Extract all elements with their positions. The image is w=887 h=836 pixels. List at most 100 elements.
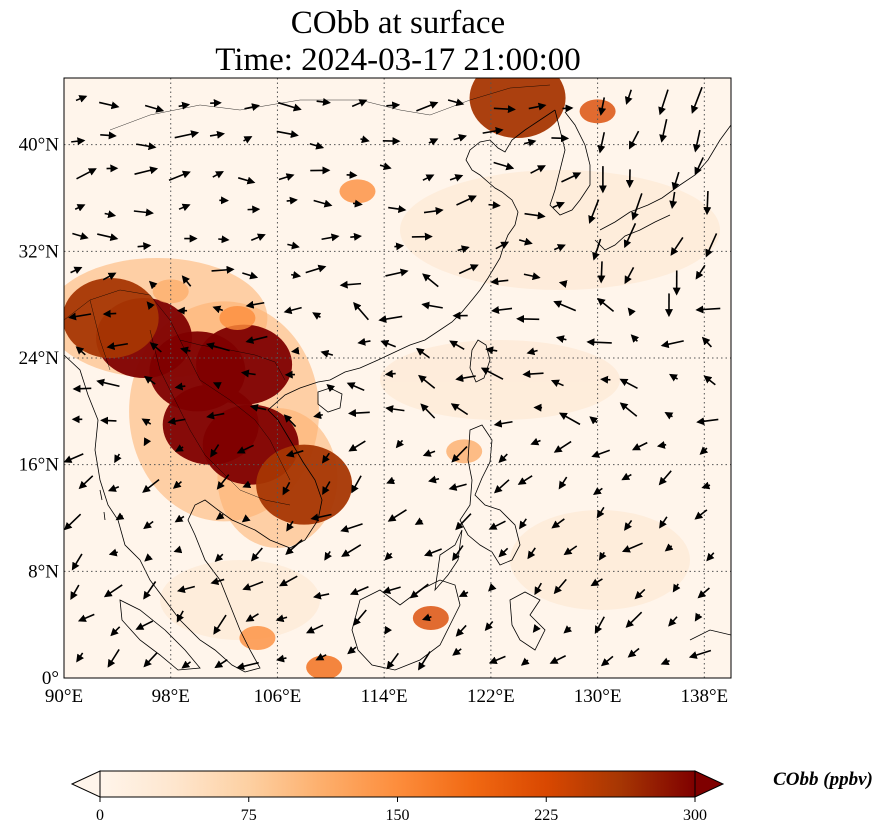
wind-arrow	[553, 578, 567, 595]
wind-arrow	[387, 509, 407, 522]
wind-arrow	[697, 587, 710, 599]
wind-arrow	[167, 417, 186, 426]
wind-arrow	[276, 654, 287, 663]
wind-arrow	[694, 509, 708, 520]
wind-arrow	[669, 373, 679, 382]
colorbar-extend-min	[70, 770, 101, 798]
wind-arrow	[452, 647, 462, 656]
wind-arrow	[664, 412, 674, 420]
map-axes: 90°E 98°E 106°E 114°E 122°E 130°E 138°E 0° 8°N 16…	[19, 135, 729, 707]
wind-arrow	[589, 416, 599, 425]
wind-arrow	[658, 89, 669, 116]
wind-arrow	[530, 165, 546, 174]
wind-arrow	[321, 233, 340, 242]
wind-arrow	[561, 172, 582, 183]
wind-arrow	[520, 657, 530, 666]
wind-arrow	[619, 402, 638, 417]
wind-arrow	[627, 307, 636, 317]
wind-arrow	[458, 264, 479, 275]
wind-arrow	[100, 416, 117, 425]
wind-arrow	[422, 273, 439, 288]
wind-arrow	[563, 545, 578, 556]
wind-arrow	[76, 652, 84, 663]
plume-cell	[446, 439, 483, 464]
wind-arrow	[276, 130, 299, 139]
wind-arrow	[482, 126, 504, 135]
wind-arrow	[143, 437, 152, 447]
wind-arrow	[532, 624, 541, 633]
wind-arrow	[658, 470, 672, 486]
wind-arrow	[421, 613, 432, 622]
wind-arrow	[143, 581, 157, 600]
wind-arrow	[315, 653, 327, 661]
wind-arrow	[625, 611, 643, 628]
wind-arrow	[530, 437, 541, 446]
wind-arrow	[386, 476, 396, 485]
wind-arrow	[627, 647, 640, 658]
wind-arrow	[277, 101, 302, 112]
wind-arrow	[450, 403, 469, 416]
wind-arrow	[176, 610, 185, 623]
plume-cell	[64, 278, 159, 358]
lon-tick-label: 90°E	[45, 686, 83, 707]
plume-cell	[152, 279, 189, 304]
wind-arrow	[600, 655, 614, 667]
wind-arrow	[524, 211, 546, 220]
colorbar-tick-label: 300	[683, 807, 707, 824]
wind-arrow	[103, 584, 123, 598]
map-area	[64, 78, 731, 678]
wind-arrow	[353, 301, 369, 321]
wind-arrow	[135, 620, 154, 630]
wind-arrow	[291, 346, 300, 355]
wind-arrow	[106, 342, 128, 350]
wind-arrow	[672, 583, 681, 593]
wind-arrow	[703, 190, 712, 216]
wind-arrow	[286, 520, 294, 532]
wind-arrow	[242, 480, 252, 488]
lat-tick-label: 16°N	[19, 455, 60, 476]
plume-cell	[239, 626, 276, 650]
graticule	[64, 78, 731, 678]
wind-arrow	[549, 655, 567, 664]
wind-arrow	[671, 171, 680, 191]
wind-arrow	[621, 542, 643, 553]
wind-arrow	[596, 506, 605, 519]
wind-arrow	[133, 208, 154, 217]
wind-arrow	[350, 232, 362, 241]
wind-arrow	[630, 334, 640, 343]
colorbar-label: CObb (ppbv)	[773, 769, 873, 790]
lon-tick-label: 98°E	[152, 686, 190, 707]
wind-arrow	[143, 375, 156, 385]
wind-arrow	[250, 547, 263, 562]
wind-arrow	[245, 300, 265, 309]
wind-arrow	[694, 612, 703, 622]
wind-arrow	[322, 481, 331, 495]
wind-arrow	[210, 577, 225, 586]
coastlines	[64, 109, 731, 673]
wind-arrow	[313, 199, 333, 208]
wind-arrow	[77, 613, 95, 622]
lon-tick-label: 130°E	[574, 686, 622, 707]
wind-arrow	[249, 403, 267, 412]
wind-arrow	[695, 305, 721, 314]
wind-arrow	[423, 207, 444, 215]
wind-arrow	[316, 97, 331, 106]
wind-arrow	[305, 264, 327, 274]
wind-arrow	[384, 552, 393, 561]
wind-arrow	[705, 233, 718, 258]
wind-arrow	[310, 513, 332, 522]
wind-arrow	[498, 547, 509, 558]
wind-arrow	[624, 267, 635, 285]
lat-tick-label: 0°	[42, 668, 59, 689]
wind-arrow	[278, 173, 295, 181]
wind-arrow	[696, 417, 719, 426]
lat-tick-label: 32°N	[19, 241, 60, 262]
wind-arrow	[243, 136, 253, 144]
wind-arrow	[283, 414, 297, 428]
wind-arrow	[495, 241, 510, 250]
wind-arrow	[174, 444, 184, 452]
lon-tick-label: 106°E	[254, 686, 302, 707]
wind-arrow	[275, 614, 288, 623]
wind-arrow	[102, 309, 117, 318]
wind-arrow	[384, 369, 396, 378]
